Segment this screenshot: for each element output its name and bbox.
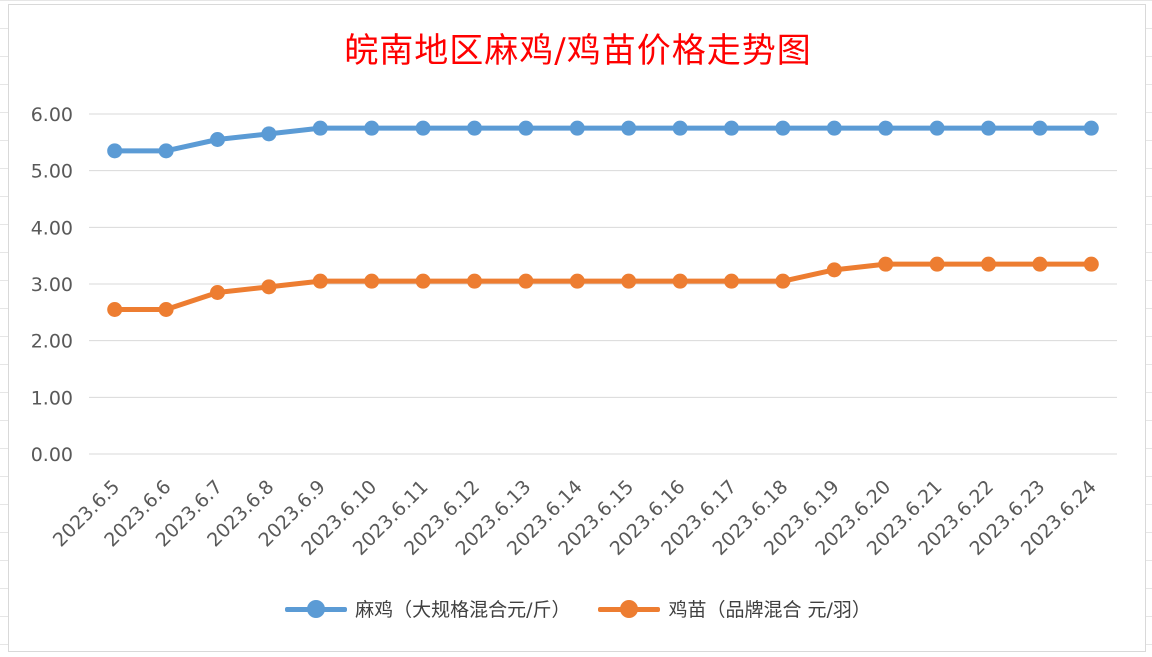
data-point-series-1 [364, 120, 380, 136]
data-point-series-1 [518, 120, 534, 136]
data-point-series-1 [621, 120, 637, 136]
data-point-series-1 [878, 120, 894, 136]
data-point-series-2 [210, 285, 225, 300]
y-tick-label: 5.00 [31, 161, 73, 183]
series-line-2 [112, 261, 1094, 312]
data-point-series-1 [1083, 120, 1099, 136]
data-point-series-2 [621, 273, 637, 289]
data-point-series-1 [569, 120, 585, 136]
data-point-series-2 [467, 273, 482, 289]
data-point-series-1 [981, 120, 996, 136]
data-point-series-2 [672, 273, 688, 289]
data-point-series-2 [569, 273, 585, 289]
plot-area: 0.001.002.003.004.005.006.002023.6.52023… [31, 104, 1117, 560]
legend-dot-2 [620, 599, 639, 618]
data-point-series-1 [467, 120, 482, 136]
data-point-series-1 [261, 126, 277, 142]
y-tick-label: 0.00 [31, 444, 73, 466]
data-point-series-1 [826, 120, 842, 136]
data-point-series-2 [158, 302, 174, 317]
y-tick-label: 6.00 [31, 104, 73, 126]
y-tick-label: 2.00 [31, 331, 73, 353]
data-point-series-1 [672, 120, 688, 136]
y-tick-label: 3.00 [31, 274, 73, 296]
y-tick-label: 1.00 [31, 387, 73, 409]
data-point-series-2 [878, 256, 894, 272]
legend-label-series-2: 鸡苗（品牌混合 元/羽） [668, 599, 871, 621]
chart-area[interactable]: 皖南地区麻鸡/鸡苗价格走势图 0.00 1.00 2.00 3.00 4.00 5.00 6… [8, 4, 1146, 652]
data-point-series-1 [415, 120, 431, 136]
legend-item-series-1: 麻鸡（大规格混合元/斤） [285, 595, 570, 622]
data-point-series-2 [929, 256, 945, 272]
data-point-series-1 [775, 120, 791, 136]
data-point-series-1 [929, 120, 945, 136]
data-point-series-2 [415, 273, 431, 289]
data-point-series-1 [107, 143, 123, 159]
legend-item-series-2: 鸡苗（品牌混合 元/羽） [598, 595, 871, 622]
legend-label-series-1: 麻鸡（大规格混合元/斤） [355, 599, 571, 621]
legend: 麻鸡（大规格混合元/斤） 鸡苗（品牌混合 元/羽） [9, 595, 1147, 622]
data-point-series-1 [158, 143, 174, 159]
legend-marker-series-2 [598, 599, 661, 619]
series-line-1 [112, 125, 1094, 154]
data-point-series-2 [312, 273, 328, 289]
legend-marker-series-1 [285, 599, 348, 619]
data-point-series-2 [981, 256, 996, 272]
data-point-series-1 [1032, 120, 1048, 136]
y-tick-label: 4.00 [31, 217, 73, 239]
data-point-series-2 [826, 262, 842, 278]
data-point-series-1 [210, 132, 225, 147]
data-point-series-2 [364, 273, 380, 289]
data-point-series-2 [1032, 256, 1048, 272]
data-point-series-2 [518, 273, 534, 289]
data-point-series-2 [107, 302, 123, 317]
data-point-series-2 [1083, 256, 1099, 272]
data-point-series-1 [312, 120, 328, 136]
data-point-series-1 [724, 120, 739, 136]
chart-title: 皖南地区麻鸡/鸡苗价格走势图 [344, 31, 812, 71]
data-point-series-2 [724, 273, 739, 289]
legend-dot-1 [307, 599, 326, 618]
data-point-series-2 [261, 279, 277, 295]
data-point-series-2 [775, 273, 791, 289]
